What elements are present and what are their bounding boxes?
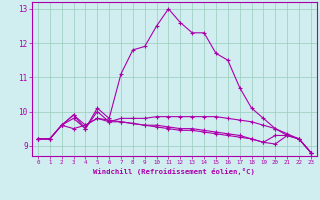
X-axis label: Windchill (Refroidissement éolien,°C): Windchill (Refroidissement éolien,°C) xyxy=(93,168,255,175)
